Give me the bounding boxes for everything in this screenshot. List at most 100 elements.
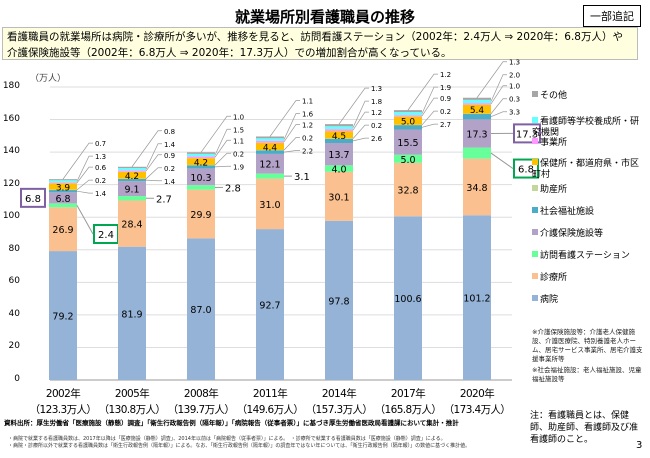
y-tick-label: 60 — [8, 276, 20, 287]
bar-segment — [463, 103, 491, 105]
data-label: 0.2 — [302, 134, 313, 142]
data-label: 1.1 — [302, 97, 313, 105]
leader-line — [283, 113, 300, 140]
total-label: （157.3万人） — [305, 404, 373, 416]
data-label: 4.5 — [332, 132, 346, 142]
bar-segment — [49, 192, 77, 204]
legend-item: 助産所 — [532, 185, 647, 196]
data-label: 3.1 — [294, 172, 310, 183]
y-tick-label: 20 — [8, 341, 20, 352]
legend-swatch — [532, 91, 538, 97]
data-label: 0.7 — [95, 140, 106, 148]
data-label: 1.8 — [371, 98, 382, 106]
legend-label: 保健所・都道府県・市区町村 — [532, 159, 640, 180]
leader-line — [76, 179, 93, 191]
data-label: 0.3 — [509, 96, 520, 104]
y-tick-label: 0 — [14, 374, 20, 384]
legend-swatch — [532, 207, 538, 213]
leader-line — [145, 143, 162, 170]
data-label: 12.1 — [259, 160, 280, 171]
bar-segment — [118, 170, 146, 172]
leader-line — [283, 124, 300, 143]
bar-segment — [463, 104, 491, 114]
data-label: 1.5 — [233, 126, 244, 134]
leader-line — [490, 111, 507, 118]
bar-segment — [49, 183, 77, 190]
x-tick-label: 2002年 — [45, 388, 81, 400]
y-tick-label: 100 — [2, 211, 20, 222]
bar-segment — [463, 99, 491, 104]
leader-line — [214, 139, 231, 158]
bar-segment — [118, 168, 146, 171]
bar-segment — [49, 180, 77, 183]
data-label: 1.0 — [509, 83, 520, 91]
bar-segment — [118, 181, 146, 197]
partial-addition-badge: 一部追記 — [583, 5, 641, 27]
leader-line — [76, 190, 93, 194]
data-label: 81.9 — [121, 309, 142, 320]
data-label: 0.2 — [371, 122, 382, 130]
legend-label: 訪問看護ステーション — [540, 251, 630, 261]
data-label: 13.7 — [328, 150, 349, 161]
legend-swatch — [532, 229, 538, 235]
legend-label: 看護師等学校養成所・研究機関 — [532, 117, 640, 138]
page-number: 3 — [636, 440, 643, 451]
leader-line — [421, 123, 438, 128]
y-tick-label: 40 — [8, 308, 20, 319]
page-title: 就業場所別看護職員の推移 — [234, 8, 415, 26]
bar-segment — [118, 178, 146, 182]
legend-swatch — [532, 159, 538, 165]
bar-segment — [325, 129, 353, 132]
bar-segment — [463, 158, 491, 216]
data-label: 1.4 — [164, 178, 176, 186]
bar-segment — [256, 140, 284, 143]
legend-label: 助産所 — [540, 185, 568, 195]
definition-note: 注：看護職員とは、保健師、助産師、看護師及び准看護師のこと。 — [530, 411, 639, 445]
leader-line — [145, 179, 162, 182]
data-label: 3.3 — [509, 109, 520, 117]
data-label: 100.6 — [394, 294, 421, 305]
bar-segment — [118, 246, 146, 380]
data-label: 15.5 — [397, 138, 418, 149]
bar-segment — [49, 190, 77, 193]
bar-segment — [118, 171, 146, 179]
legend-label: 社会福祉施設 — [540, 207, 595, 217]
note-shakai: ※社会福祉施設：老人福祉施設、児童福祉施設等 — [532, 366, 642, 383]
legend-swatch — [532, 295, 538, 301]
data-label: 31.0 — [259, 200, 280, 211]
bar-segment — [256, 173, 284, 179]
x-tick-label: 2011年 — [252, 388, 288, 400]
bar-segment — [49, 207, 77, 252]
legend-swatch — [532, 185, 538, 191]
leader-line — [283, 150, 300, 153]
bar-segment — [394, 129, 422, 155]
bar-segment — [463, 97, 491, 100]
data-label: 101.2 — [463, 294, 490, 305]
bar-segment — [118, 166, 146, 169]
data-label: 87.0 — [190, 305, 211, 316]
bar-segment — [187, 152, 215, 154]
bar-segment — [325, 165, 353, 172]
x-tick-label: 2017年 — [390, 388, 426, 400]
legend-label: 事業所 — [540, 138, 568, 148]
data-label: 2.7 — [156, 194, 172, 205]
data-label: 4.4 — [263, 143, 278, 153]
bar-segment — [49, 179, 77, 181]
bar-segment — [187, 185, 215, 190]
total-label: （130.8万人） — [98, 404, 166, 416]
data-label: 97.8 — [328, 296, 349, 307]
data-label: 2.0 — [509, 72, 520, 80]
bar-segment — [325, 220, 353, 380]
data-label: 34.8 — [466, 183, 487, 194]
bar-segment — [49, 251, 77, 380]
leader-line — [214, 152, 231, 166]
bar-segment — [394, 116, 422, 125]
legend-swatch — [532, 138, 538, 144]
data-label: 1.3 — [95, 153, 106, 161]
bar-segment — [463, 119, 491, 148]
bar-segment — [394, 125, 422, 130]
data-label: 0.2 — [233, 150, 244, 158]
data-label: 1.2 — [302, 121, 313, 129]
legend-swatch — [532, 117, 538, 123]
bar-segment — [49, 203, 77, 208]
